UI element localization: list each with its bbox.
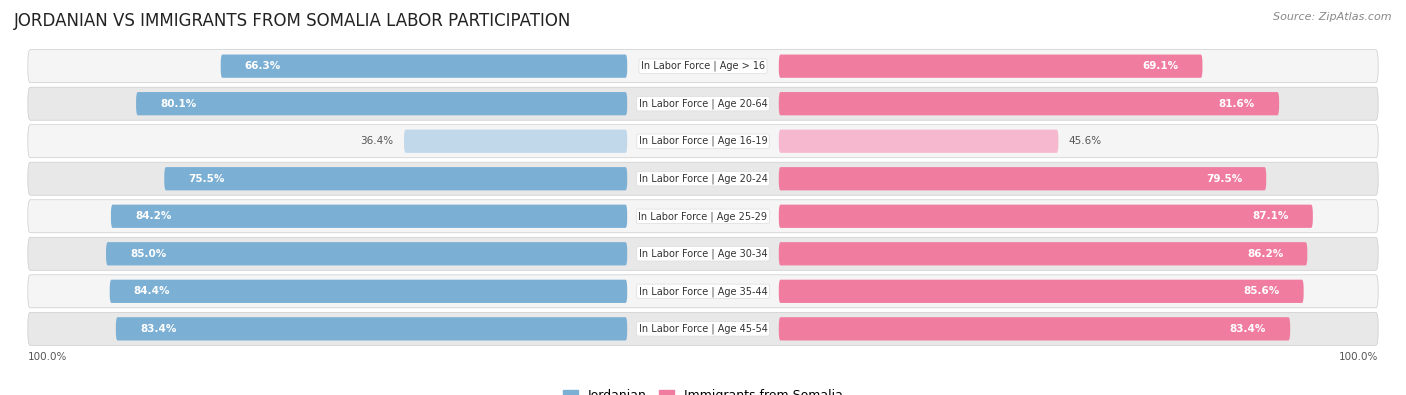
Text: 83.4%: 83.4% xyxy=(141,324,176,334)
FancyBboxPatch shape xyxy=(779,130,1059,153)
FancyBboxPatch shape xyxy=(28,275,1378,308)
Text: 100.0%: 100.0% xyxy=(28,352,67,362)
FancyBboxPatch shape xyxy=(779,280,1303,303)
FancyBboxPatch shape xyxy=(779,317,1291,340)
Text: 84.2%: 84.2% xyxy=(135,211,172,221)
Text: In Labor Force | Age 45-54: In Labor Force | Age 45-54 xyxy=(638,324,768,334)
Text: 36.4%: 36.4% xyxy=(360,136,394,146)
Text: JORDANIAN VS IMMIGRANTS FROM SOMALIA LABOR PARTICIPATION: JORDANIAN VS IMMIGRANTS FROM SOMALIA LAB… xyxy=(14,12,571,30)
FancyBboxPatch shape xyxy=(115,317,627,340)
FancyBboxPatch shape xyxy=(779,242,1308,265)
Text: In Labor Force | Age 20-64: In Labor Force | Age 20-64 xyxy=(638,98,768,109)
Text: In Labor Force | Age 35-44: In Labor Force | Age 35-44 xyxy=(638,286,768,297)
Text: 85.6%: 85.6% xyxy=(1243,286,1279,296)
Text: In Labor Force | Age 20-24: In Labor Force | Age 20-24 xyxy=(638,173,768,184)
FancyBboxPatch shape xyxy=(28,237,1378,270)
Text: In Labor Force | Age 30-34: In Labor Force | Age 30-34 xyxy=(638,248,768,259)
FancyBboxPatch shape xyxy=(221,55,627,78)
FancyBboxPatch shape xyxy=(779,55,1202,78)
Text: In Labor Force | Age 16-19: In Labor Force | Age 16-19 xyxy=(638,136,768,147)
Text: 83.4%: 83.4% xyxy=(1230,324,1265,334)
FancyBboxPatch shape xyxy=(779,167,1267,190)
FancyBboxPatch shape xyxy=(28,125,1378,158)
FancyBboxPatch shape xyxy=(404,130,627,153)
Text: 80.1%: 80.1% xyxy=(160,99,197,109)
Text: 45.6%: 45.6% xyxy=(1069,136,1102,146)
Text: 84.4%: 84.4% xyxy=(134,286,170,296)
FancyBboxPatch shape xyxy=(111,205,627,228)
FancyBboxPatch shape xyxy=(28,50,1378,83)
FancyBboxPatch shape xyxy=(28,312,1378,345)
Text: 75.5%: 75.5% xyxy=(188,174,225,184)
FancyBboxPatch shape xyxy=(28,87,1378,120)
FancyBboxPatch shape xyxy=(105,242,627,265)
Text: 100.0%: 100.0% xyxy=(1339,352,1378,362)
FancyBboxPatch shape xyxy=(779,92,1279,115)
Text: 69.1%: 69.1% xyxy=(1142,61,1178,71)
Text: 87.1%: 87.1% xyxy=(1253,211,1289,221)
Text: 66.3%: 66.3% xyxy=(245,61,281,71)
Text: 81.6%: 81.6% xyxy=(1219,99,1256,109)
FancyBboxPatch shape xyxy=(165,167,627,190)
FancyBboxPatch shape xyxy=(136,92,627,115)
Legend: Jordanian, Immigrants from Somalia: Jordanian, Immigrants from Somalia xyxy=(558,384,848,395)
Text: 79.5%: 79.5% xyxy=(1206,174,1241,184)
Text: 86.2%: 86.2% xyxy=(1247,249,1284,259)
Text: 85.0%: 85.0% xyxy=(131,249,166,259)
Text: In Labor Force | Age 25-29: In Labor Force | Age 25-29 xyxy=(638,211,768,222)
Text: Source: ZipAtlas.com: Source: ZipAtlas.com xyxy=(1274,12,1392,22)
FancyBboxPatch shape xyxy=(779,205,1313,228)
FancyBboxPatch shape xyxy=(28,200,1378,233)
FancyBboxPatch shape xyxy=(110,280,627,303)
FancyBboxPatch shape xyxy=(28,162,1378,195)
Text: In Labor Force | Age > 16: In Labor Force | Age > 16 xyxy=(641,61,765,71)
